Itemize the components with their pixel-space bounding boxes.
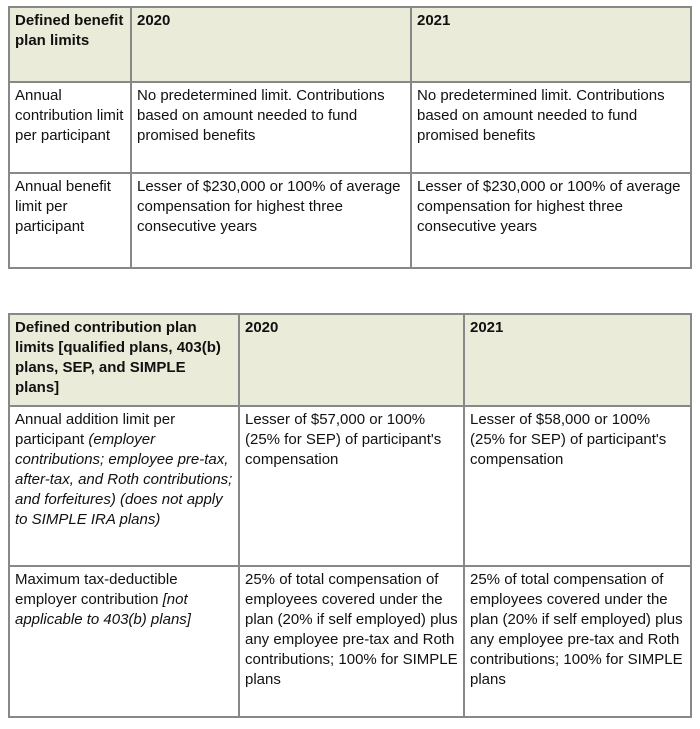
cell: Lesser of $230,000 or 100% of average co… bbox=[410, 172, 692, 269]
header-cell: 2021 bbox=[463, 313, 692, 407]
header-row: Defined contribution plan limits [qualif… bbox=[8, 313, 692, 407]
header-cell: Defined contribution plan limits [qualif… bbox=[8, 313, 240, 407]
row: Annual contribution limit per participan… bbox=[8, 81, 692, 174]
cell: No predetermined limit. Contributions ba… bbox=[410, 81, 692, 174]
contribution-limits-table: Defined contribution plan limits [qualif… bbox=[8, 313, 692, 718]
header-cell: Defined benefit plan limits bbox=[8, 6, 132, 83]
label-note: (employer contributions; employee pre-ta… bbox=[15, 431, 233, 528]
benefit-limits-table: Defined benefit plan limits 2020 2021 An… bbox=[8, 6, 692, 269]
cell: Lesser of $58,000 or 100% (25% for SEP) … bbox=[463, 405, 692, 567]
label-text: Maximum tax-deductible employer contribu… bbox=[15, 571, 178, 608]
row-label: Maximum tax-deductible employer contribu… bbox=[8, 565, 240, 718]
header-cell: 2020 bbox=[238, 313, 465, 407]
row-label: Annual contribution limit per participan… bbox=[8, 81, 132, 174]
cell: 25% of total compensation of employees c… bbox=[463, 565, 692, 718]
label-note: [not applicable to 403(b) plans] bbox=[15, 591, 191, 628]
header-cell: 2021 bbox=[410, 6, 692, 83]
row-label: Annual addition limit per participant (e… bbox=[8, 405, 240, 567]
row: Annual addition limit per participant (e… bbox=[8, 405, 692, 567]
label-text: Annual addition limit per participant bbox=[15, 411, 176, 448]
row: Maximum tax-deductible employer contribu… bbox=[8, 565, 692, 718]
row: Annual benefit limit per participant Les… bbox=[8, 172, 692, 269]
cell: No predetermined limit. Contributions ba… bbox=[130, 81, 412, 174]
row-label: Annual benefit limit per participant bbox=[8, 172, 132, 269]
header-row: Defined benefit plan limits 2020 2021 bbox=[8, 6, 692, 83]
cell: Lesser of $57,000 or 100% (25% for SEP) … bbox=[238, 405, 465, 567]
header-cell: 2020 bbox=[130, 6, 412, 83]
cell: 25% of total compensation of employees c… bbox=[238, 565, 465, 718]
cell: Lesser of $230,000 or 100% of average co… bbox=[130, 172, 412, 269]
